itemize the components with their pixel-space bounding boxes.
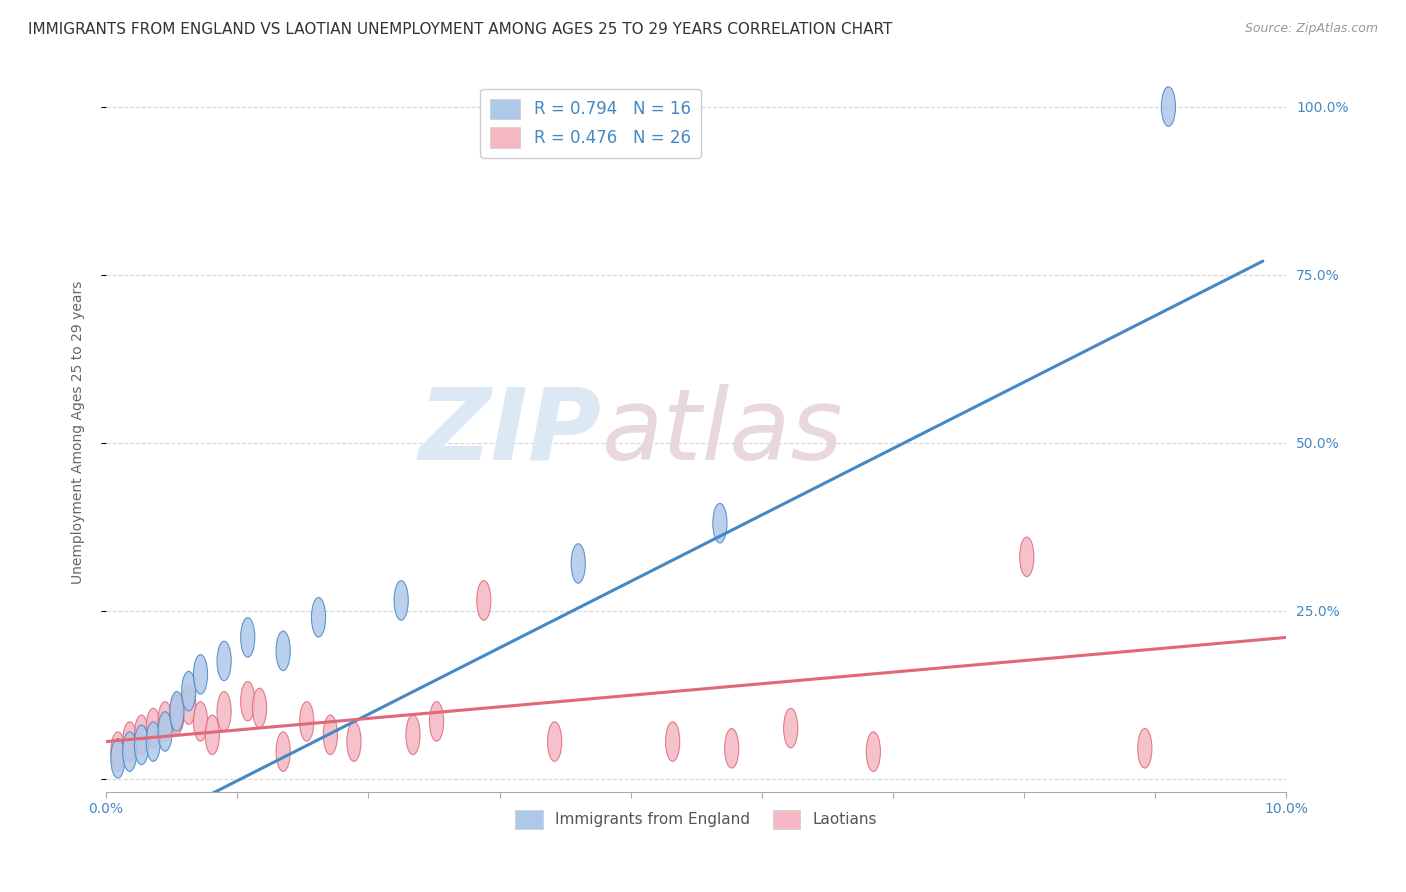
Text: IMMIGRANTS FROM ENGLAND VS LAOTIAN UNEMPLOYMENT AMONG AGES 25 TO 29 YEARS CORREL: IMMIGRANTS FROM ENGLAND VS LAOTIAN UNEMP…	[28, 22, 893, 37]
Text: ZIP: ZIP	[419, 384, 602, 481]
Ellipse shape	[276, 731, 290, 772]
Ellipse shape	[194, 655, 208, 694]
Ellipse shape	[135, 725, 149, 764]
Ellipse shape	[111, 739, 125, 778]
Ellipse shape	[347, 722, 361, 762]
Ellipse shape	[170, 691, 184, 731]
Ellipse shape	[181, 685, 195, 724]
Ellipse shape	[323, 715, 337, 755]
Ellipse shape	[181, 672, 195, 711]
Ellipse shape	[146, 722, 160, 762]
Legend: Immigrants from England, Laotians: Immigrants from England, Laotians	[509, 804, 883, 835]
Ellipse shape	[547, 722, 562, 762]
Ellipse shape	[122, 731, 136, 772]
Ellipse shape	[394, 581, 408, 620]
Ellipse shape	[724, 729, 738, 768]
Ellipse shape	[217, 641, 231, 681]
Text: atlas: atlas	[602, 384, 844, 481]
Ellipse shape	[1137, 729, 1152, 768]
Ellipse shape	[406, 715, 420, 755]
Ellipse shape	[157, 712, 172, 751]
Ellipse shape	[429, 702, 444, 741]
Ellipse shape	[276, 631, 290, 671]
Ellipse shape	[240, 681, 254, 721]
Ellipse shape	[217, 691, 231, 731]
Ellipse shape	[111, 731, 125, 772]
Ellipse shape	[205, 715, 219, 755]
Ellipse shape	[866, 731, 880, 772]
Ellipse shape	[312, 598, 326, 637]
Ellipse shape	[571, 544, 585, 583]
Text: Source: ZipAtlas.com: Source: ZipAtlas.com	[1244, 22, 1378, 36]
Ellipse shape	[170, 695, 184, 734]
Ellipse shape	[146, 708, 160, 747]
Ellipse shape	[1161, 87, 1175, 127]
Ellipse shape	[477, 581, 491, 620]
Ellipse shape	[157, 702, 172, 741]
Ellipse shape	[240, 617, 254, 657]
Ellipse shape	[122, 722, 136, 762]
Ellipse shape	[713, 503, 727, 543]
Ellipse shape	[135, 715, 149, 755]
Ellipse shape	[299, 702, 314, 741]
Ellipse shape	[783, 708, 797, 747]
Ellipse shape	[1019, 537, 1033, 576]
Ellipse shape	[194, 702, 208, 741]
Ellipse shape	[665, 722, 679, 762]
Y-axis label: Unemployment Among Ages 25 to 29 years: Unemployment Among Ages 25 to 29 years	[72, 281, 86, 584]
Ellipse shape	[253, 689, 267, 728]
